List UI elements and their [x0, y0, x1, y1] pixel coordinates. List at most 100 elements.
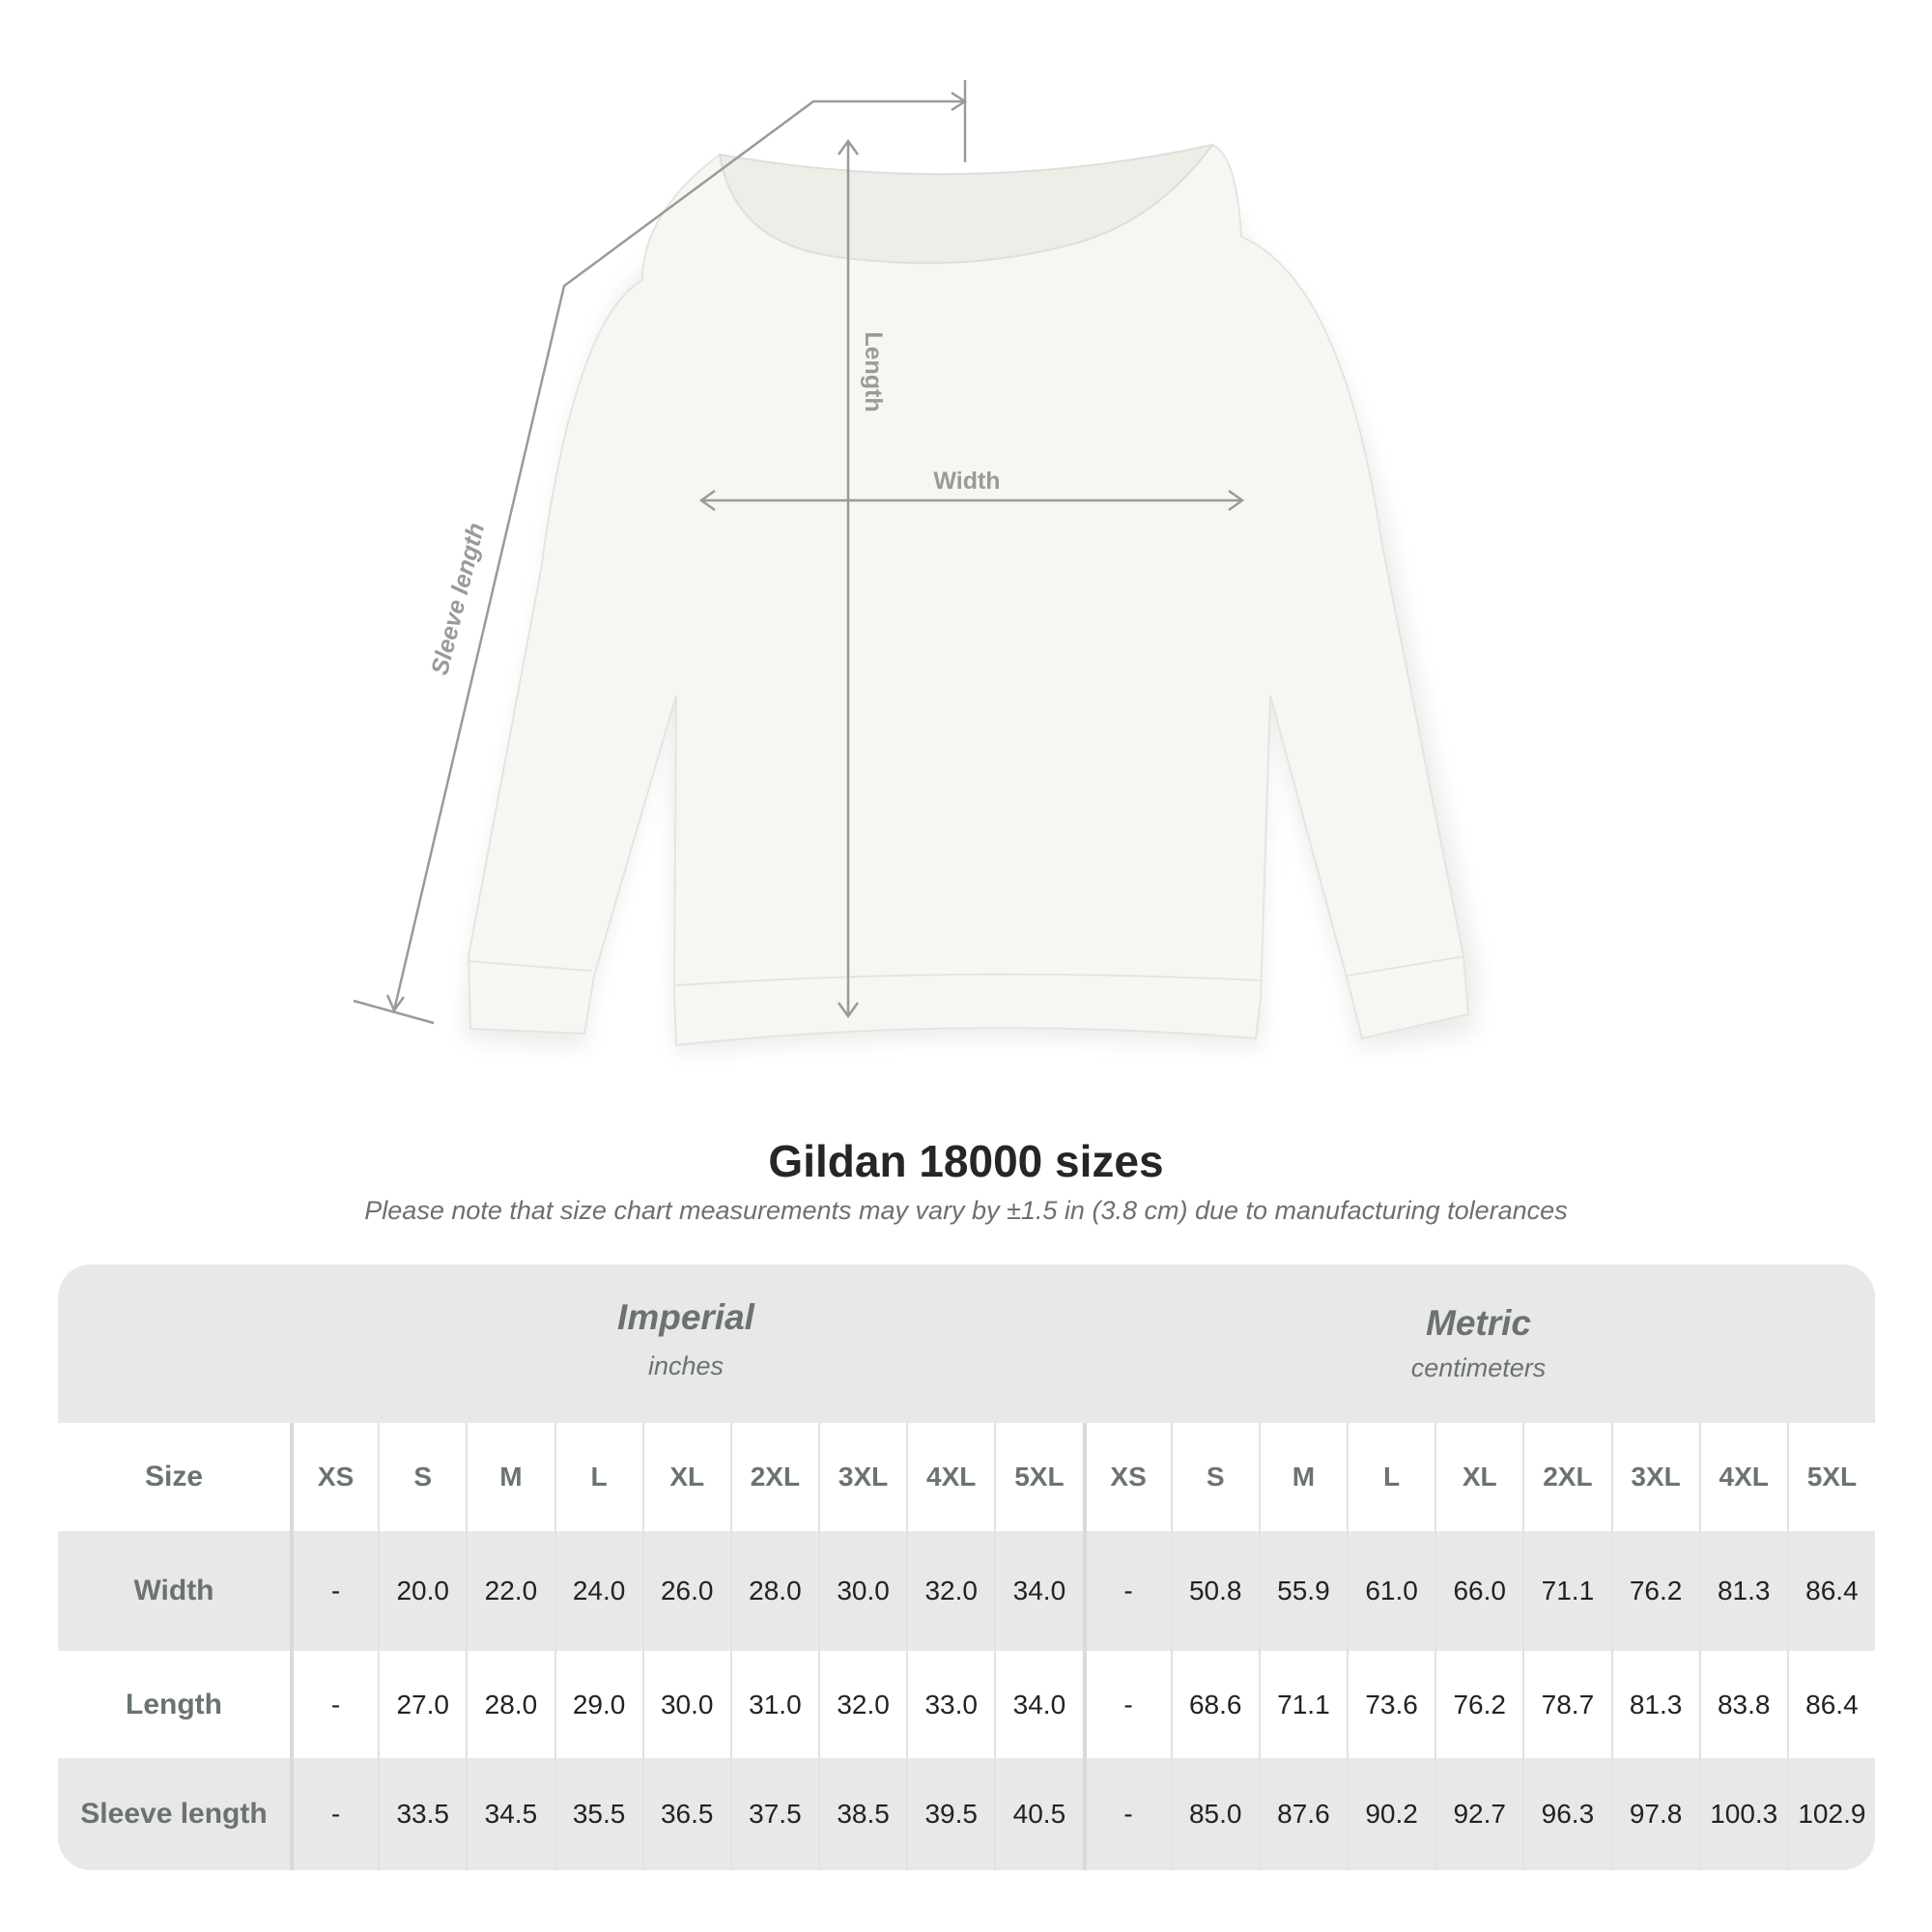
- metric-value-cell: 55.9: [1258, 1531, 1347, 1651]
- metric-value-cell: 83.8: [1698, 1651, 1787, 1758]
- metric-value-cell: 76.2: [1610, 1531, 1699, 1651]
- size-header-label: Size: [144, 1461, 204, 1492]
- imperial-value-cell: 32.0: [818, 1651, 906, 1758]
- width-arrowheads: [698, 489, 1245, 512]
- imperial-size-header: XL: [641, 1423, 730, 1531]
- row-label-sleeve-length: Sleeve length: [80, 1798, 268, 1830]
- imperial-unit: inches: [647, 1351, 724, 1380]
- metric-size-header: 5XL: [1786, 1423, 1875, 1531]
- imperial-size-header: 4XL: [906, 1423, 994, 1531]
- row-label-width: Width: [133, 1575, 214, 1606]
- sleeve-length-line: [392, 99, 965, 1011]
- metric-value-cell: 97.8: [1610, 1758, 1699, 1870]
- row-band-width: [58, 1531, 1875, 1651]
- imperial-value-cell: 27.0: [378, 1651, 466, 1758]
- imperial-value-cell: 34.0: [994, 1531, 1082, 1651]
- metric-value-cell: 73.6: [1347, 1651, 1435, 1758]
- imperial-value-cell: 35.5: [554, 1758, 642, 1870]
- size-chart-table: Imperial inches Metric centimeters Size X…: [58, 1264, 1875, 1870]
- metric-value-cell: 86.4: [1786, 1651, 1875, 1758]
- imperial-title: Imperial: [617, 1297, 754, 1337]
- imperial-size-header: S: [378, 1423, 466, 1531]
- table-header-band: [58, 1264, 1875, 1423]
- imperial-size-header: 2XL: [729, 1423, 818, 1531]
- imperial-value-cell: -: [290, 1758, 378, 1870]
- imperial-value-cell: 26.0: [641, 1531, 730, 1651]
- metric-value-cell: 76.2: [1435, 1651, 1522, 1758]
- metric-size-header: 3XL: [1610, 1423, 1699, 1531]
- metric-value-cell: 85.0: [1170, 1758, 1259, 1870]
- collar: [718, 143, 1215, 265]
- imperial-value-cell: 34.0: [994, 1651, 1082, 1758]
- metric-value-cell: 86.4: [1786, 1531, 1875, 1651]
- cuffs: [469, 955, 1465, 977]
- imperial-value-cell: 20.0: [378, 1531, 466, 1651]
- imperial-size-header: XS: [290, 1423, 378, 1531]
- imperial-value-cell: 33.0: [906, 1651, 994, 1758]
- metric-heading: Metric centimeters: [1082, 1303, 1875, 1383]
- row-label-length: Length: [126, 1688, 222, 1720]
- metric-value-cell: 96.3: [1522, 1758, 1610, 1870]
- metric-size-header: XS: [1082, 1423, 1171, 1531]
- metric-value-cell: -: [1082, 1651, 1171, 1758]
- page-title: Gildan 18000 sizes: [768, 1136, 1164, 1186]
- sleeve-end-tick: [353, 999, 435, 1025]
- metric-value-cell: 61.0: [1347, 1531, 1435, 1651]
- imperial-value-cell: 36.5: [641, 1758, 730, 1870]
- imperial-value-cell: 29.0: [554, 1651, 642, 1758]
- imperial-size-header: 3XL: [818, 1423, 906, 1531]
- metric-size-header: S: [1170, 1423, 1259, 1531]
- metric-value-cell: 71.1: [1522, 1531, 1610, 1651]
- imperial-value-cell: 39.5: [906, 1758, 994, 1870]
- metric-value-cell: 102.9: [1786, 1758, 1875, 1870]
- metric-value-cell: 68.6: [1170, 1651, 1259, 1758]
- imperial-value-cell: 28.0: [729, 1531, 818, 1651]
- metric-size-header: L: [1347, 1423, 1435, 1531]
- imperial-value-cell: -: [290, 1651, 378, 1758]
- imperial-value-cell: 38.5: [818, 1758, 906, 1870]
- imperial-value-cell: 37.5: [729, 1758, 818, 1870]
- metric-value-cell: 100.3: [1698, 1758, 1787, 1870]
- metric-size-header: 2XL: [1522, 1423, 1610, 1531]
- metric-value-cell: 87.6: [1258, 1758, 1347, 1870]
- hem-rib: [675, 973, 1262, 986]
- imperial-value-cell: 24.0: [554, 1531, 642, 1651]
- imperial-value-cell: 30.0: [818, 1531, 906, 1651]
- metric-value-cell: 66.0: [1435, 1531, 1522, 1651]
- metric-size-header: 4XL: [1698, 1423, 1787, 1531]
- metric-title: Metric: [1426, 1303, 1531, 1343]
- width-label: Width: [933, 468, 1000, 495]
- imperial-size-header: 5XL: [994, 1423, 1082, 1531]
- row-band-sleeve: [58, 1758, 1875, 1870]
- imperial-size-header: L: [554, 1423, 642, 1531]
- sweatshirt-diagram: Width Length Sleeve length: [353, 80, 1478, 1053]
- metric-value-cell: -: [1082, 1531, 1171, 1651]
- imperial-value-cell: 30.0: [641, 1651, 730, 1758]
- metric-value-cell: 50.8: [1170, 1531, 1259, 1651]
- metric-value-cell: 71.1: [1258, 1651, 1347, 1758]
- metric-value-cell: 90.2: [1347, 1758, 1435, 1870]
- imperial-value-cell: -: [290, 1531, 378, 1651]
- metric-unit: centimeters: [1410, 1353, 1547, 1382]
- length-arrowheads: [837, 138, 860, 1019]
- metric-value-cell: 81.3: [1610, 1651, 1699, 1758]
- imperial-size-header: M: [466, 1423, 554, 1531]
- metric-value-cell: 92.7: [1435, 1758, 1522, 1870]
- length-label: Length: [860, 331, 887, 412]
- imperial-value-cell: 22.0: [466, 1531, 554, 1651]
- imperial-value-cell: 32.0: [906, 1531, 994, 1651]
- imperial-value-cell: 33.5: [378, 1758, 466, 1870]
- metric-value-cell: 78.7: [1522, 1651, 1610, 1758]
- imperial-value-cell: 28.0: [466, 1651, 554, 1758]
- sleeve-length-label: Sleeve length: [426, 520, 490, 677]
- metric-size-header: XL: [1435, 1423, 1522, 1531]
- tolerance-note: Please note that size chart measurements…: [364, 1196, 1568, 1225]
- metric-size-header: M: [1258, 1423, 1347, 1531]
- imperial-value-cell: 40.5: [994, 1758, 1082, 1870]
- imperial-heading: Imperial inches: [290, 1297, 1082, 1381]
- sweatshirt-body: [467, 143, 1470, 1047]
- metric-value-cell: 81.3: [1698, 1531, 1787, 1651]
- imperial-value-cell: 31.0: [729, 1651, 818, 1758]
- imperial-value-cell: 34.5: [466, 1758, 554, 1870]
- metric-value-cell: -: [1082, 1758, 1171, 1870]
